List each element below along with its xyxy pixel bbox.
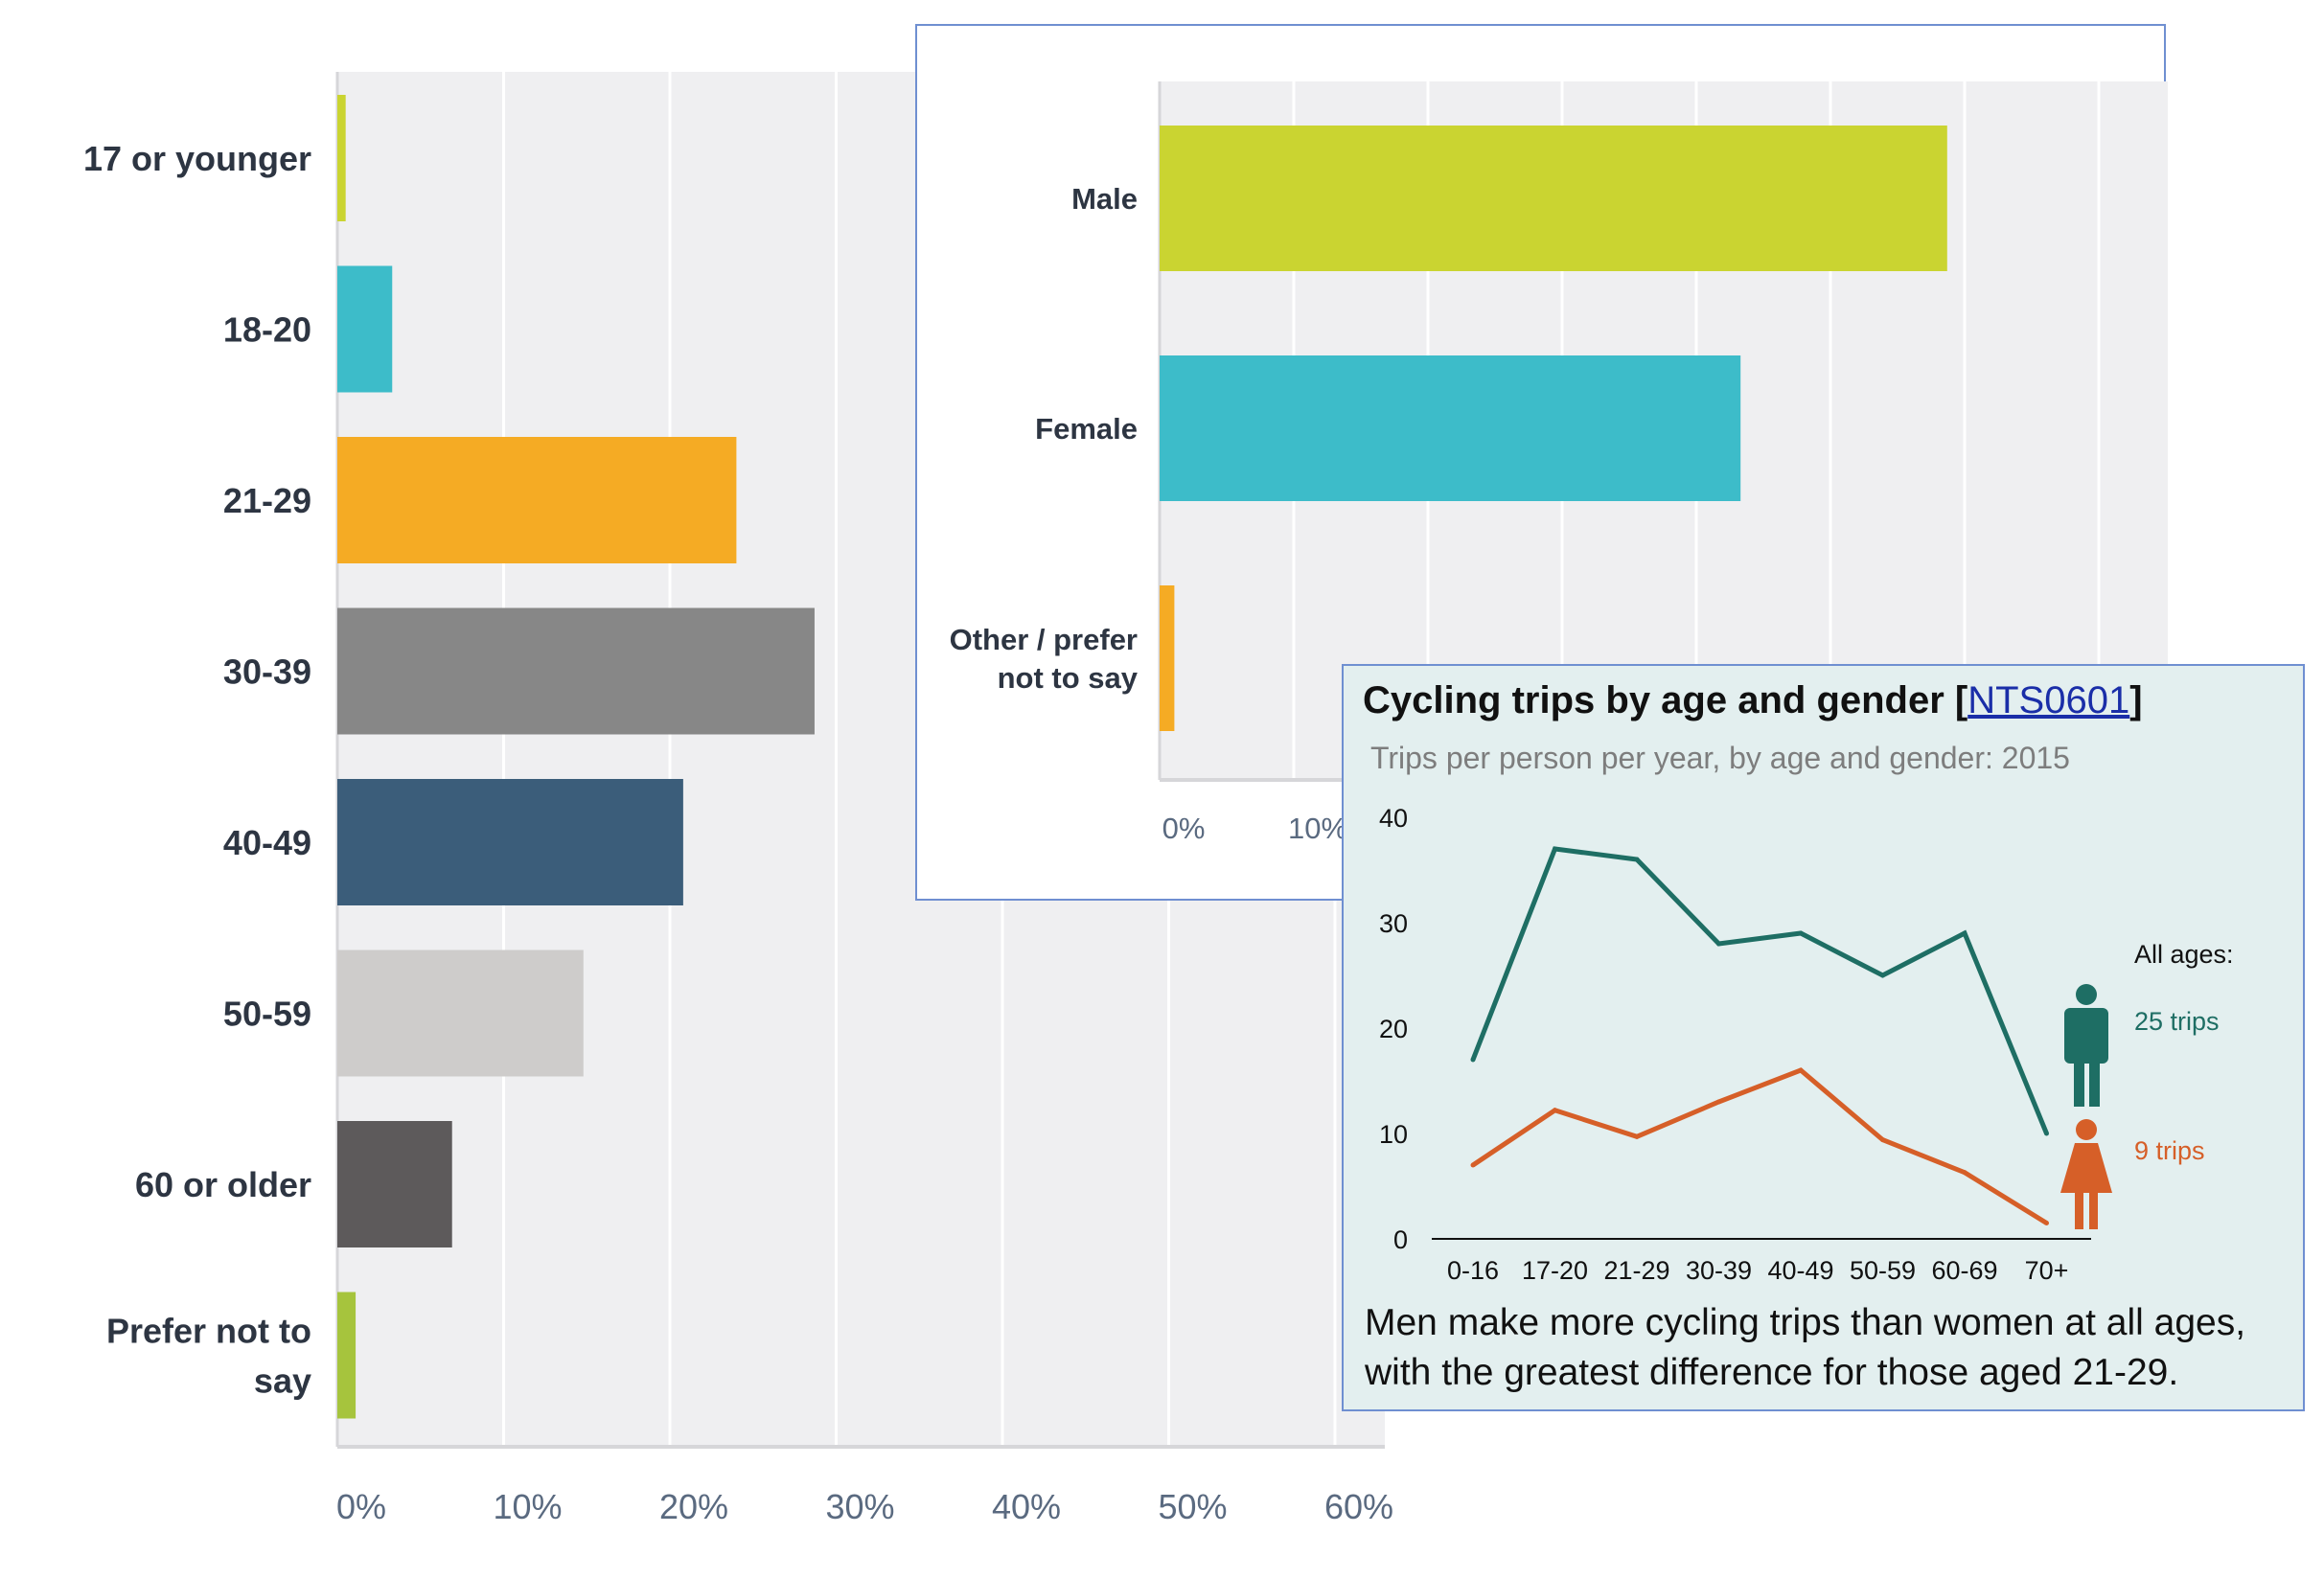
category-label-line: 21-29 [223, 481, 311, 520]
figure-leg [2089, 1191, 2098, 1229]
figure-head [2076, 984, 2097, 1005]
x-tick-label: 20% [659, 1487, 728, 1526]
bar-prefer-not-to-say [337, 1292, 357, 1419]
data-point [1716, 941, 1721, 947]
bar-other-prefer-not-to-say [1160, 585, 1175, 731]
category-label-line: 18-20 [223, 310, 311, 350]
x-tick-label: 10% [493, 1487, 562, 1526]
category-label-line: say [254, 1362, 311, 1401]
category-label-line: Female [1035, 412, 1138, 446]
category-label: 30-39 [223, 652, 311, 692]
category-label: 21-29 [223, 481, 311, 520]
data-point [2044, 1221, 2049, 1225]
bar-female [1160, 355, 1741, 501]
category-label: Prefer not to say [106, 1312, 311, 1401]
male-figure-icon [2064, 984, 2108, 1107]
data-point [1470, 1162, 1476, 1168]
cycling-trips-panel: Cycling trips by age and gender [NTS0601… [1342, 664, 2305, 1411]
data-point [1634, 857, 1640, 862]
figure-head [2076, 1119, 2097, 1140]
x-tick-label: 21-29 [1603, 1256, 1669, 1285]
bar-male [1160, 126, 1947, 271]
category-label: Male [1071, 182, 1138, 216]
category-label: Other / prefer not to say [950, 623, 1139, 695]
category-label-line: 40-49 [223, 823, 311, 862]
category-label-line: Other / prefer [950, 623, 1138, 656]
x-tick-label: 60-69 [1931, 1256, 1997, 1285]
data-point [1962, 930, 1967, 936]
data-point [1962, 1170, 1967, 1176]
x-tick-label: 50-59 [1850, 1256, 1916, 1285]
gender-bar-chart: 0% 10% Male Female Other / prefer not to say [950, 81, 2168, 845]
female-figure-icon [2060, 1119, 2112, 1229]
figure-body [2064, 1008, 2108, 1064]
category-label: 18-20 [223, 310, 311, 350]
series-line-1 [1471, 1067, 2048, 1225]
chart-title: Cycling trips by age and gender [NTS0601… [1363, 679, 2143, 721]
chart-title-text: Cycling trips by age and gender [1363, 679, 1944, 721]
x-tick-label: 30% [825, 1487, 894, 1526]
category-label: 40-49 [223, 823, 311, 862]
source-link[interactable]: NTS0601 [1967, 679, 2130, 721]
cycling-trips-line-chart: 0 10 20 30 40 0-16 17-20 21-29 30-39 40-49 50-59 60… [1379, 804, 2234, 1285]
figure-leg [2074, 1059, 2084, 1107]
x-tick-label: 10% [1288, 812, 1347, 845]
category-label-line: Prefer not to [106, 1312, 311, 1351]
bar-60-or-older [337, 1121, 452, 1247]
bar-30-39 [337, 607, 815, 735]
x-tick-label: 40% [992, 1487, 1061, 1526]
x-tick-label: 0% [336, 1487, 386, 1526]
x-tick-label: 70+ [2025, 1256, 2069, 1285]
category-label-line: 30-39 [223, 652, 311, 692]
y-tick-label: 0 [1393, 1225, 1408, 1254]
data-point [1634, 1133, 1640, 1139]
category-label: Female [1035, 412, 1138, 446]
category-label-line: 50-59 [223, 995, 311, 1034]
legend-item-label: 25 trips [2134, 1007, 2220, 1036]
category-label: 17 or younger [83, 139, 311, 178]
data-point [1716, 1099, 1721, 1105]
y-tick-label: 10 [1379, 1120, 1408, 1149]
figure-dress [2060, 1143, 2112, 1193]
data-point [1470, 1057, 1476, 1063]
x-tick-label: 50% [1158, 1487, 1227, 1526]
data-point [1880, 973, 1885, 978]
y-tick-label: 40 [1379, 804, 1408, 833]
bar-18-20 [337, 265, 393, 393]
category-label-line: 17 or younger [83, 139, 311, 178]
legend-heading: All ages: [2134, 940, 2234, 969]
data-point [1798, 930, 1804, 936]
y-tick-label: 30 [1379, 909, 1408, 938]
legend-item-label: 9 trips [2134, 1136, 2205, 1165]
bar-17-or-younger [337, 95, 346, 221]
x-tick-label: 30-39 [1686, 1256, 1752, 1285]
series-line-0 [1470, 846, 2049, 1134]
bar-50-59 [337, 950, 584, 1077]
y-tick-label: 20 [1379, 1015, 1408, 1043]
figure-leg [2089, 1059, 2100, 1107]
chart-subtitle: Trips per person per year, by age and ge… [1370, 741, 2070, 775]
x-tick-label: 40-49 [1767, 1256, 1833, 1285]
bar-21-29 [337, 437, 737, 563]
figure-leg [2075, 1191, 2083, 1229]
x-tick-label: 17-20 [1522, 1256, 1588, 1285]
data-point [2044, 1131, 2049, 1136]
data-point [1798, 1067, 1804, 1073]
category-label: 50-59 [223, 995, 311, 1034]
data-point [1553, 846, 1557, 852]
chart-caption: Men make more cycling trips than women a… [1365, 1302, 2246, 1393]
category-label-line: not to say [998, 661, 1139, 695]
x-tick-label: 60% [1324, 1487, 1393, 1526]
category-label-line: Male [1071, 182, 1138, 216]
category-label-line: 60 or older [135, 1165, 311, 1204]
category-label: 60 or older [135, 1165, 311, 1204]
data-point [1880, 1137, 1885, 1143]
x-tick-label: 0% [1162, 812, 1206, 845]
x-tick-label: 0-16 [1447, 1256, 1499, 1285]
bar-40-49 [337, 779, 683, 905]
data-point [1553, 1108, 1557, 1113]
